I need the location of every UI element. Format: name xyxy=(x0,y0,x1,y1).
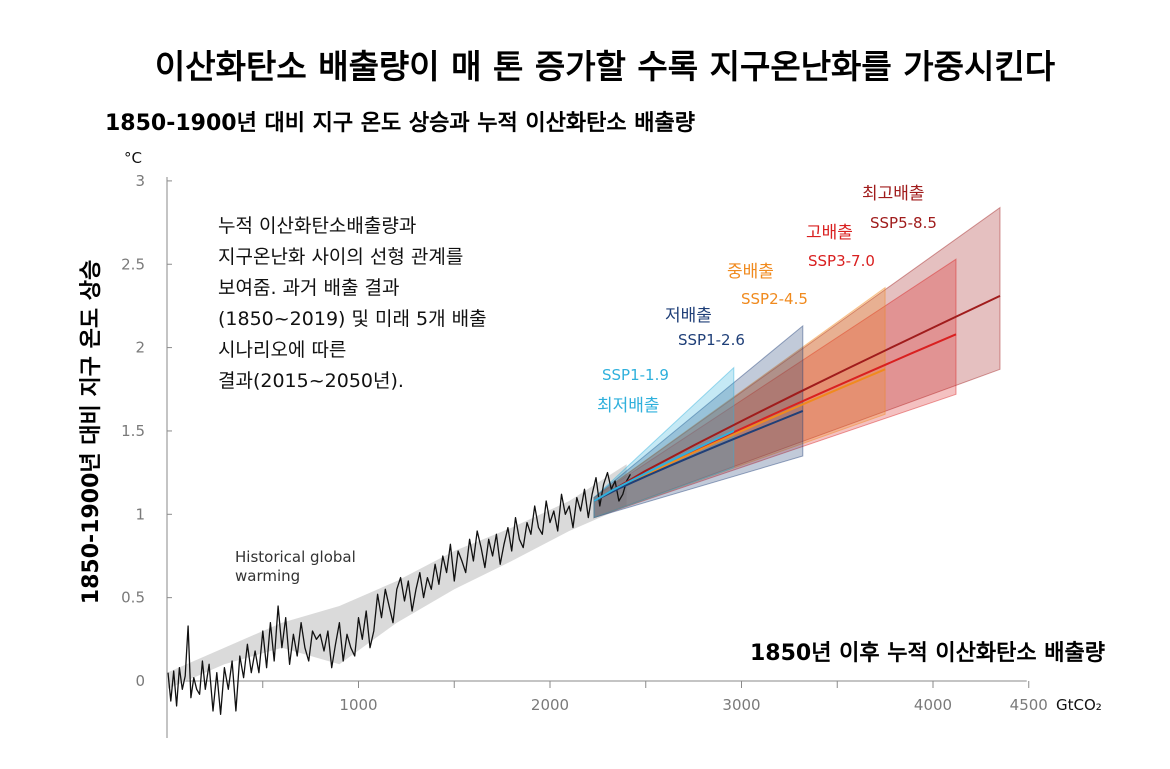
scenario-line-ssp1-2.6 xyxy=(593,409,804,502)
chart-subtitle: 1850-1900년 대비 지구 온도 상승과 누적 이산화탄소 배출량 xyxy=(105,111,695,136)
scenario-code-label: SSP2-4.5 xyxy=(741,290,808,308)
scenario-band-ssp3-7.0 xyxy=(593,258,957,519)
x-tick-label: 1000 xyxy=(339,696,377,714)
scenario-labels: SSP1-1.9 최저배출 저배출 SSP1-2.6 중배출 SSP2-4.5 … xyxy=(597,184,937,416)
x-tick-label: 4500 xyxy=(1010,696,1048,714)
y-tick-label: 1 xyxy=(135,505,145,523)
x-tick-label: 3000 xyxy=(722,696,760,714)
scenario-band-ssp5-8.5 xyxy=(593,206,1001,519)
scenario-code-label: SSP5-8.5 xyxy=(870,214,937,232)
historical-label: warming xyxy=(235,567,300,585)
annotation-line: 시나리오에 따른 xyxy=(218,339,346,361)
scenario-korean-label: 저배출 xyxy=(665,306,712,326)
x-axis-label: 1850년 이후 누적 이산화탄소 배출량 xyxy=(750,641,1105,666)
scenario-korean-label: 최고배출 xyxy=(862,184,925,204)
scenario-korean-label: 최저배출 xyxy=(597,396,660,416)
scenario-lines xyxy=(593,294,1001,502)
historical-label: Historical global xyxy=(235,548,356,566)
historical-band xyxy=(167,464,627,690)
scenario-code-label: SSP3-7.0 xyxy=(808,252,875,270)
annotation-text: 누적 이산화탄소배출량과 지구온난화 사이의 선형 관계를 보여줌. 과거 배출… xyxy=(218,215,487,392)
x-tick-label: 2000 xyxy=(531,696,569,714)
y-unit: °C xyxy=(124,149,142,167)
y-tick-label: 2.5 xyxy=(121,255,145,273)
y-tick-label: 0 xyxy=(135,672,145,690)
y-tick-label: 2 xyxy=(135,339,145,357)
scenario-line-ssp5-8.5 xyxy=(593,294,1001,502)
annotation-line: 보여줌. 과거 배출 결과 xyxy=(218,277,399,299)
scenario-korean-label: 고배출 xyxy=(806,223,853,243)
scenario-korean-label: 중배출 xyxy=(727,262,774,282)
historical-line xyxy=(167,471,631,715)
scenario-code-label: SSP1-2.6 xyxy=(678,331,745,349)
y-tick-label: 1.5 xyxy=(121,422,145,440)
y-axis-label: 1850-1900년 대비 지구 온도 상승 xyxy=(79,260,104,604)
scenario-code-label: SSP1-1.9 xyxy=(602,366,669,384)
scenario-line-ssp1-1.9 xyxy=(593,430,735,502)
x-unit: GtCO₂ xyxy=(1056,696,1102,714)
annotation-line: (1850~2019) 및 미래 5개 배출 xyxy=(218,308,487,330)
scenario-line-ssp2-4.5 xyxy=(593,368,886,502)
annotation-line: 누적 이산화탄소배출량과 xyxy=(218,215,416,237)
chart-title: 이산화탄소 배출량이 매 톤 증가할 수록 지구온난화를 가중시킨다 xyxy=(155,47,1056,86)
historical-uncertainty-band xyxy=(167,464,627,690)
annotation-line: 결과(2015~2050년). xyxy=(218,370,404,392)
y-tick-label: 0.5 xyxy=(121,589,145,607)
historical-series xyxy=(167,471,631,715)
y-tick-label: 3 xyxy=(135,172,145,190)
x-tick-label: 4000 xyxy=(914,696,952,714)
annotation-line: 지구온난화 사이의 선형 관계를 xyxy=(218,246,463,268)
axes: 0 0.5 1 1.5 2 2.5 3 1000 2000 3000 4000 4500 xyxy=(121,172,1048,738)
